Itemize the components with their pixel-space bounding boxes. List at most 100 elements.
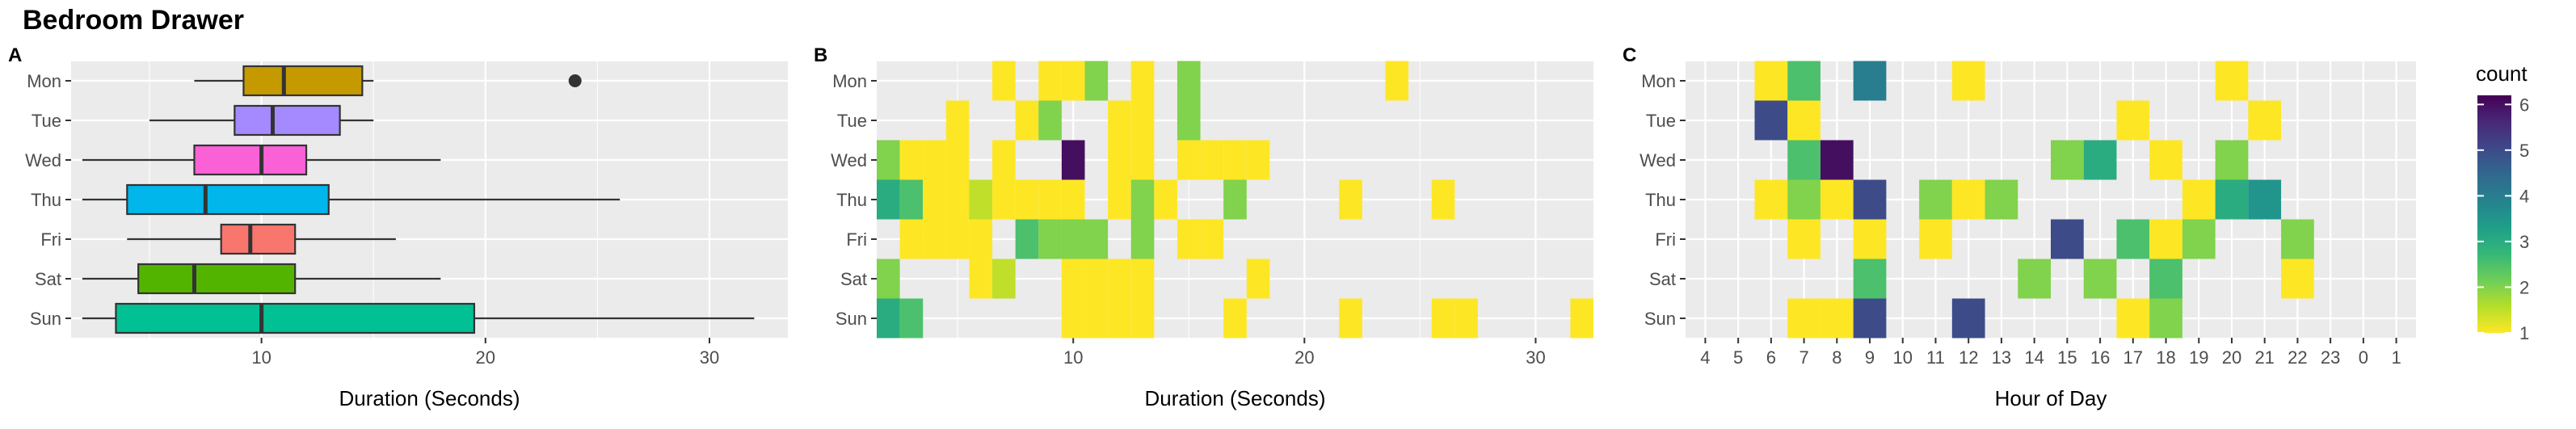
panel-c-cell [2182, 219, 2216, 259]
panel-c-cell [1787, 298, 1820, 339]
panel-b-cell [899, 140, 924, 180]
panel-c-xtick-label: 1 [2391, 347, 2401, 368]
panel-b-cell [1130, 259, 1155, 299]
panel-b-ytick-label-mon: Mon [832, 71, 867, 91]
panel-b-cell [1176, 219, 1201, 259]
panel-b-cell [1130, 100, 1155, 141]
panel-c-x-axis-title: Hour of Day [1995, 386, 2107, 410]
legend-tick-label: 5 [2519, 141, 2529, 161]
panel-c-cell [2182, 179, 2216, 220]
panel-c-cell [1853, 219, 1887, 259]
panel-b-cell [1154, 179, 1177, 220]
panel-a-ytick-label-fri: Fri [40, 229, 61, 250]
panel-b-cell [899, 219, 924, 259]
panel-a-box-sat [82, 263, 441, 295]
panel-b-cell [1084, 259, 1109, 299]
panel-b-cell [1570, 298, 1593, 339]
panel-b-cell [992, 61, 1016, 101]
panel-a-box-mon-outlier [568, 74, 582, 87]
panel-c-cell [1787, 140, 1820, 180]
panel-b-cell [1084, 219, 1109, 259]
panel-c-cell [2281, 259, 2314, 299]
panel-a-xtick-label: 10 [251, 347, 271, 368]
panel-a-box-thu [82, 183, 621, 216]
panel-c-cell [2149, 219, 2182, 259]
panel-b-cell [923, 140, 946, 180]
legend-tick-label: 2 [2519, 277, 2529, 297]
panel-b-x-axis-title: Duration (Seconds) [1145, 386, 1326, 410]
panel-b-cell [1223, 179, 1247, 220]
panel-c-xtick-label: 7 [1799, 347, 1808, 368]
panel-c-cell [1754, 179, 1788, 220]
panel-a-box-tue-iqr [234, 104, 341, 137]
panel-b-ytick-label-sat: Sat [840, 269, 867, 289]
panel-c-label: C [1623, 44, 1636, 66]
panel-b-cell [1431, 298, 1455, 339]
panel-b-ytick-label-fri: Fri [846, 229, 867, 250]
panel-c-ytick-label-sat: Sat [1649, 269, 1676, 289]
panel-c-cell [2083, 140, 2117, 180]
panel-b-heatmap: B Mon Tue Wed Thu Fri Sat Sun Duration (Seconds… [814, 44, 1593, 410]
panel-b-ytick-label-tue: Tue [837, 111, 867, 131]
panel-b-cell [1038, 219, 1062, 259]
panel-c-xtick-label: 23 [2321, 347, 2340, 368]
panel-b-cell [1015, 219, 1039, 259]
panel-c-xtick-label: 13 [1992, 347, 2011, 368]
panel-c-cell [1787, 100, 1820, 141]
panel-a-box-sun-iqr [115, 302, 476, 334]
panel-b-cell [1038, 179, 1062, 220]
panel-b-ytick-label-sun: Sun [836, 309, 867, 329]
panel-b-cell [1339, 179, 1362, 220]
panel-c-cell [2149, 298, 2182, 339]
panel-c-cell [1985, 179, 2018, 220]
panel-c-cell [2116, 219, 2150, 259]
panel-c-xtick-label: 20 [2222, 347, 2241, 368]
panel-b-cell [1061, 140, 1085, 180]
panel-c-cell [2215, 140, 2249, 180]
panel-b-cell [945, 219, 970, 259]
panel-a-box-mon [194, 65, 582, 97]
panel-c-cell [1951, 61, 1985, 101]
panel-c-ytick-label-sun: Sun [1644, 309, 1676, 329]
legend-colorbar [2477, 95, 2511, 333]
panel-b-xtick-label: 10 [1063, 347, 1083, 368]
panel-b-cell [877, 179, 900, 220]
panel-b-cell [945, 100, 970, 141]
panel-b-cell [1015, 100, 1039, 141]
panel-b-cell [1130, 298, 1155, 339]
panel-c-cell [2116, 100, 2150, 141]
panel-b-label: B [814, 44, 827, 66]
panel-c-cell [2215, 61, 2249, 101]
panel-b-cell [992, 179, 1016, 220]
panel-a-ytick-label-tue: Tue [32, 111, 61, 131]
panel-b-cell [1223, 140, 1247, 180]
panel-b-cell [945, 179, 970, 220]
panel-c-cell [2149, 259, 2182, 299]
panel-c-cell [1853, 61, 1887, 101]
panel-c-cell [2248, 100, 2282, 141]
panel-a-box-sat-iqr [137, 263, 297, 295]
panel-b-cell [1130, 61, 1155, 101]
panel-b-cell [1130, 219, 1155, 259]
panel-c-ytick-label-fri: Fri [1655, 229, 1676, 250]
panel-b-cell [969, 219, 993, 259]
panel-c-xtick-label: 5 [1733, 347, 1743, 368]
panel-c-cell [1853, 259, 1887, 299]
panel-a-box-sun [82, 302, 755, 334]
panel-c-xtick-label: 16 [2090, 347, 2110, 368]
panel-b-cell [1339, 298, 1362, 339]
panel-c-cell [1820, 298, 1854, 339]
panel-a-ytick-label-sat: Sat [35, 269, 61, 289]
panel-c-cell [2018, 259, 2051, 299]
panel-b-cell [877, 298, 900, 339]
panel-b-cell [1061, 179, 1085, 220]
panel-b-cell [1108, 140, 1131, 180]
panel-b-cell [1061, 259, 1085, 299]
panel-c-cell [2051, 219, 2084, 259]
panel-b-cell [923, 219, 946, 259]
panel-b-cell [945, 140, 970, 180]
panel-c-cell [1919, 219, 1952, 259]
chart-title: Bedroom Drawer [23, 5, 244, 36]
panel-c-ytick-label-wed: Wed [1639, 150, 1676, 170]
